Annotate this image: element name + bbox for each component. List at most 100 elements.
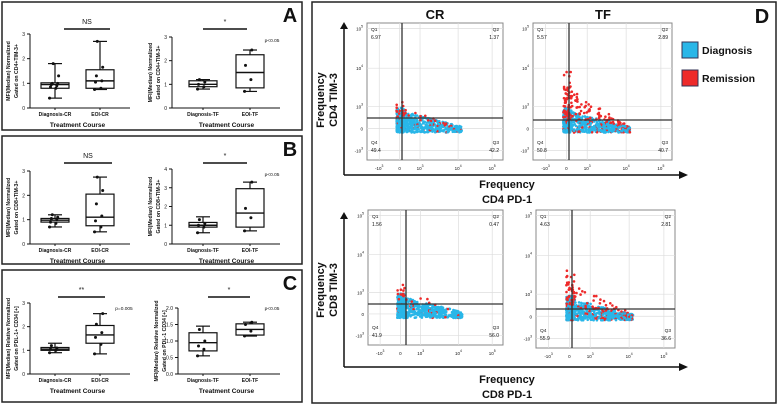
- y-tick-label: -103: [524, 334, 533, 341]
- quadrant-value-q4: 49.4: [371, 148, 381, 154]
- quadrant-value-q2: 2.89: [658, 35, 668, 41]
- diagnosis-event: [603, 312, 606, 315]
- y-tick-label: 3: [22, 169, 25, 175]
- x-tick-label: EOI-TF: [242, 378, 258, 384]
- diagnosis-event: [565, 317, 568, 320]
- diagnosis-event: [432, 128, 435, 131]
- data-point: [48, 96, 52, 100]
- diagnosis-event: [412, 310, 416, 313]
- data-point: [94, 80, 97, 84]
- y-tick-label: -103: [355, 146, 364, 153]
- remission-event: [572, 298, 576, 301]
- diagnosis-event: [621, 127, 625, 131]
- quadrant-name: Q2: [665, 214, 672, 220]
- data-point: [100, 214, 104, 218]
- p-value: p=0.005: [115, 306, 133, 312]
- diagnosis-event: [441, 125, 445, 129]
- diagnosis-event: [416, 313, 420, 317]
- diagnosis-event: [579, 312, 582, 315]
- data-point: [94, 74, 98, 78]
- data-point: [54, 221, 58, 225]
- data-point: [196, 354, 200, 358]
- remission-event: [442, 121, 445, 125]
- diagnosis-event: [583, 126, 586, 129]
- y-tick-label: 2: [164, 59, 167, 65]
- remission-event: [404, 108, 407, 112]
- y-axis-label: Gated on CD4+TIM-3+: [156, 46, 162, 100]
- diagnosis-event: [605, 127, 609, 130]
- remission-event: [570, 90, 574, 93]
- quadrant-value-q1: 4.63: [540, 222, 550, 228]
- diagnosis-event: [441, 316, 444, 319]
- remission-event: [587, 103, 590, 106]
- diagnosis-event: [581, 130, 585, 133]
- remission-event: [599, 298, 602, 301]
- diagnosis-event: [580, 302, 584, 305]
- diagnosis-event: [417, 127, 420, 131]
- diagnosis-event: [620, 129, 624, 133]
- legend-swatch-diagnosis: [681, 41, 699, 59]
- diagnosis-event: [412, 121, 416, 124]
- data-point: [55, 84, 59, 88]
- diagnosis-event: [397, 315, 401, 319]
- data-point: [54, 348, 58, 352]
- panel-label-B: B: [283, 139, 297, 161]
- diagnosis-event: [624, 129, 627, 133]
- y-axis-label: MFI(Median) Relative Normalized: [154, 301, 160, 382]
- diagnosis-event: [427, 306, 431, 310]
- quadrant-value-q4: 55.9: [540, 336, 550, 342]
- diagnosis-event: [414, 124, 417, 127]
- data-point: [49, 344, 53, 348]
- data-point: [203, 339, 207, 343]
- data-point: [51, 62, 55, 66]
- diagnosis-event: [438, 120, 441, 123]
- diagnosis-event: [423, 309, 427, 312]
- y-tick-label: -103: [521, 146, 530, 153]
- diagnosis-event: [415, 120, 419, 123]
- x-axis-title: CD4 PD-1: [482, 194, 532, 206]
- data-point: [94, 202, 98, 206]
- quadrant-name: Q1: [540, 214, 547, 220]
- diagnosis-event: [612, 313, 615, 316]
- diagnosis-event: [572, 120, 576, 123]
- x-tick-label: 103: [584, 164, 591, 171]
- data-point: [56, 81, 60, 85]
- diagnosis-event: [597, 317, 600, 320]
- panel-frame-A: [1, 1, 303, 131]
- remission-event: [414, 111, 417, 115]
- data-point: [250, 180, 254, 184]
- y-tick-label: 104: [357, 251, 364, 258]
- x-axis-label: Treatment Course: [199, 122, 255, 129]
- x-tick-label: 104: [455, 164, 462, 171]
- remission-event: [402, 114, 405, 117]
- remission-event: [565, 97, 568, 100]
- remission-event: [565, 297, 568, 301]
- remission-event: [419, 297, 422, 300]
- x-tick-label: Diagnosis-TF: [187, 378, 219, 384]
- diagnosis-event: [581, 121, 584, 124]
- diagnosis-event: [613, 310, 617, 314]
- diagnosis-event: [598, 312, 602, 316]
- diagnosis-event: [436, 119, 439, 123]
- diagnosis-event: [598, 315, 602, 318]
- data-point: [99, 225, 103, 229]
- remission-event: [604, 115, 607, 118]
- diagnosis-event: [565, 128, 569, 132]
- diagnosis-event: [581, 317, 584, 321]
- remission-event: [578, 105, 581, 109]
- diagnosis-event: [587, 128, 590, 131]
- diagnosis-event: [610, 130, 614, 133]
- remission-event: [396, 115, 400, 118]
- diagnosis-event: [586, 318, 589, 322]
- x-tick-label: -103: [375, 164, 384, 171]
- remission-event: [412, 307, 415, 311]
- diagnosis-event: [589, 127, 592, 130]
- x-tick-label: 105: [660, 352, 667, 359]
- significance-label: **: [79, 287, 85, 294]
- remission-event: [399, 293, 403, 296]
- remission-event: [563, 105, 567, 108]
- diagnosis-event: [396, 296, 399, 299]
- diagnosis-event: [575, 318, 578, 322]
- diagnosis-event: [449, 126, 453, 130]
- remission-event: [569, 96, 573, 100]
